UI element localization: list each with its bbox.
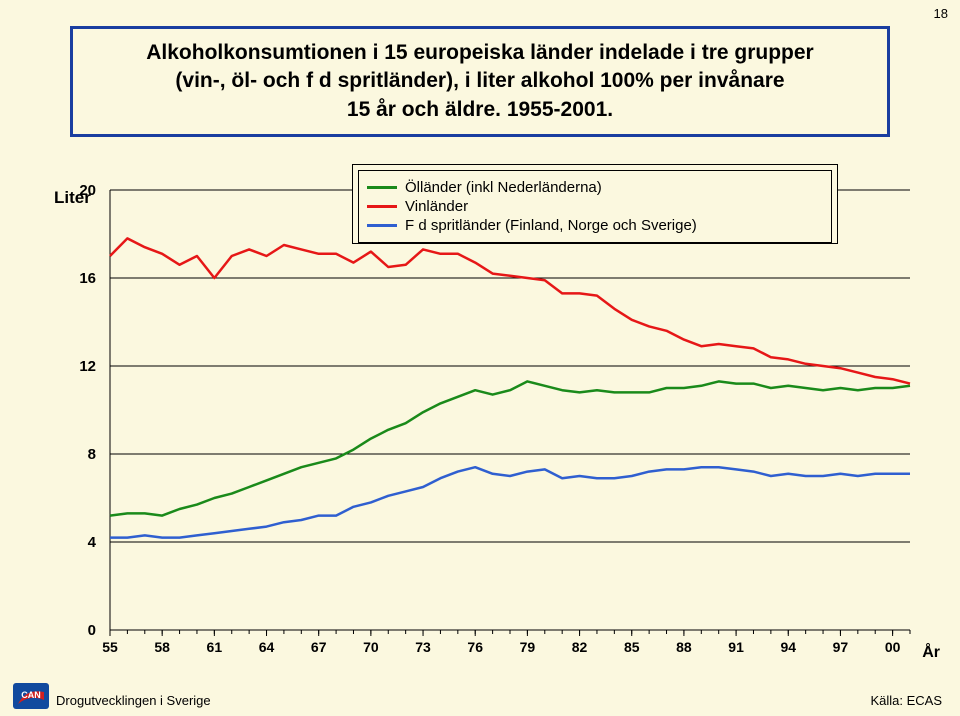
footer-right: Källa: ECAS [870, 693, 942, 708]
svg-text:67: 67 [311, 639, 327, 655]
legend-label: Vinländer [405, 198, 468, 215]
svg-text:64: 64 [259, 639, 275, 655]
svg-text:8: 8 [88, 446, 96, 463]
legend-item: F d spritländer (Finland, Norge och Sver… [367, 217, 821, 234]
legend-swatch [367, 224, 397, 227]
svg-text:12: 12 [79, 358, 96, 375]
svg-text:85: 85 [624, 639, 640, 655]
svg-text:88: 88 [676, 639, 692, 655]
svg-text:97: 97 [833, 639, 849, 655]
svg-text:0: 0 [88, 622, 96, 639]
legend-swatch [367, 205, 397, 208]
svg-text:79: 79 [520, 639, 536, 655]
legend-box: Ölländer (inkl Nederländerna) Vinländer F … [358, 170, 832, 243]
footer-left: Drogutvecklingen i Sverige [56, 693, 211, 708]
svg-text:16: 16 [79, 270, 96, 287]
legend-item: Vinländer [367, 198, 821, 215]
svg-text:61: 61 [207, 639, 223, 655]
svg-text:00: 00 [885, 639, 901, 655]
svg-text:91: 91 [728, 639, 744, 655]
svg-text:94: 94 [780, 639, 796, 655]
svg-text:73: 73 [415, 639, 431, 655]
svg-text:76: 76 [467, 639, 483, 655]
svg-text:20: 20 [79, 182, 96, 199]
svg-text:4: 4 [88, 534, 97, 551]
svg-text:58: 58 [154, 639, 170, 655]
x-axis-label: År [922, 644, 940, 662]
svg-text:CAN: CAN [21, 690, 41, 700]
logo-can: CAN [12, 682, 50, 710]
legend-label: Ölländer (inkl Nederländerna) [405, 179, 602, 196]
svg-text:55: 55 [102, 639, 118, 655]
legend-swatch [367, 186, 397, 189]
svg-text:70: 70 [363, 639, 379, 655]
line-chart: 0 4 8 12 16 20 55 58 61 64 67 70 73 76 79 82 85 88 91 94 97 0… [0, 0, 960, 716]
legend-item: Ölländer (inkl Nederländerna) [367, 179, 821, 196]
legend-label: F d spritländer (Finland, Norge och Sver… [405, 217, 697, 234]
svg-text:82: 82 [572, 639, 588, 655]
